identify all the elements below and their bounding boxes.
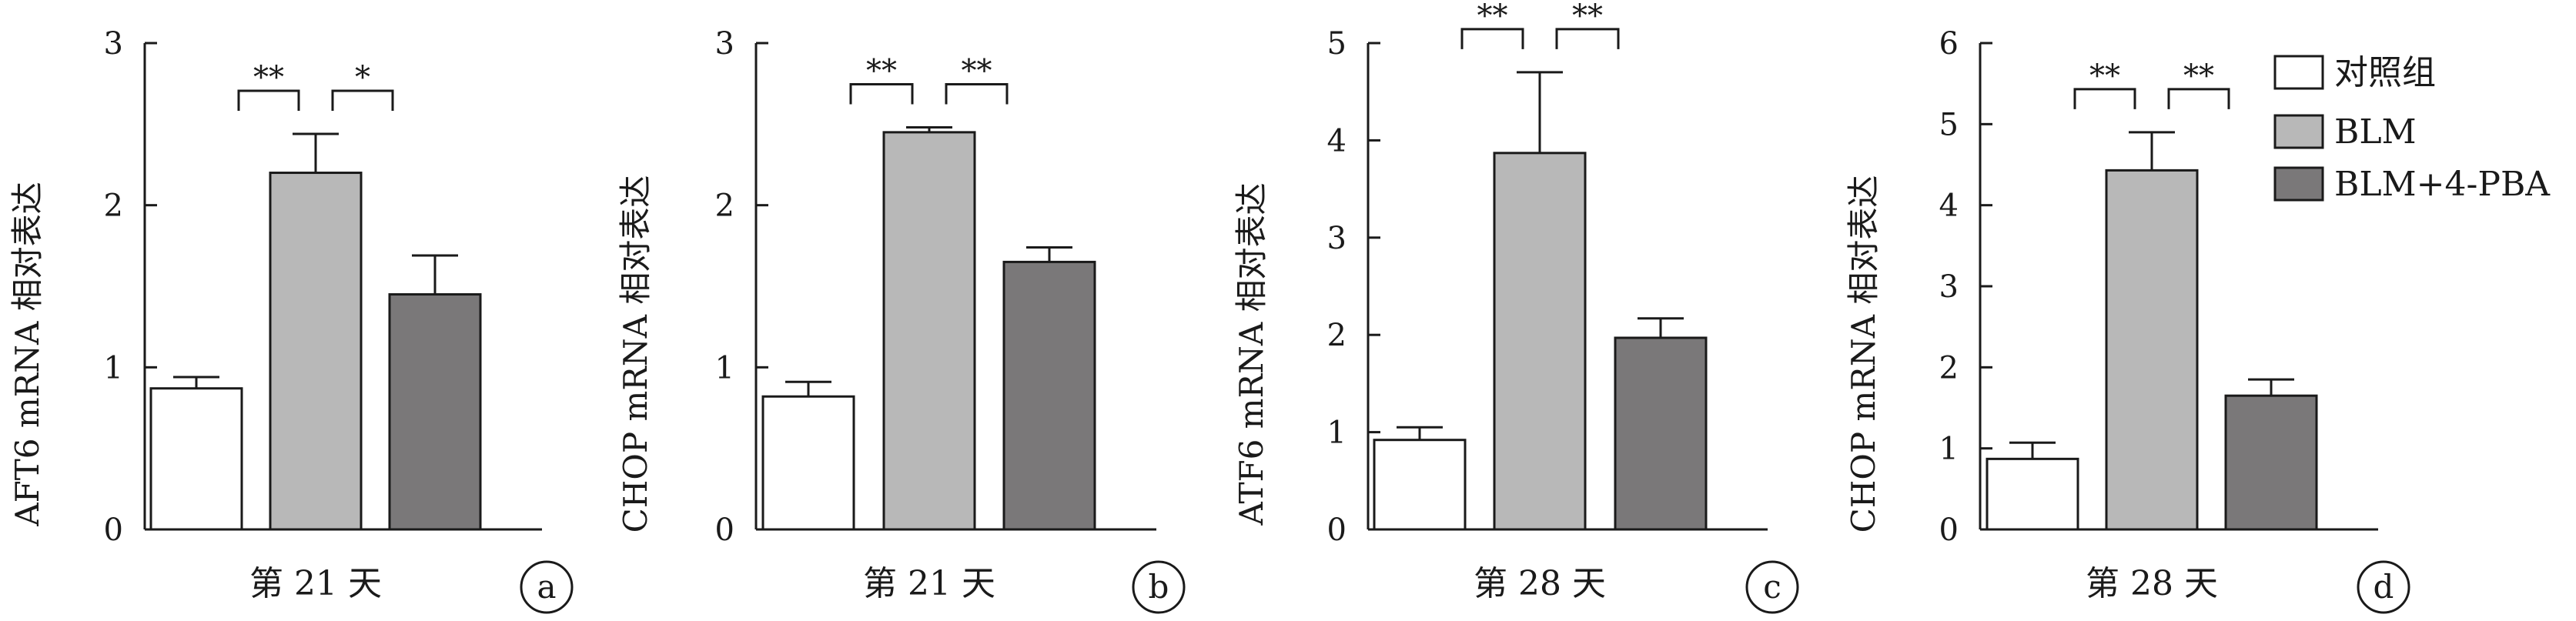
y-axis-label: CHOP mRNA 相对表达 — [617, 175, 654, 533]
bar-2 — [1002, 260, 1096, 531]
panel-label-circle — [520, 560, 574, 614]
bar-0 — [1373, 439, 1467, 531]
significance-bracket — [331, 89, 394, 111]
bar-0 — [761, 395, 855, 531]
legend-label-1: BLM — [2334, 112, 2417, 152]
y-tick-label: 1 — [1327, 416, 1347, 451]
y-axis-label: AFT6 mRNA 相对表达 — [8, 182, 46, 526]
y-axis-label: ATF6 mRNA 相对表达 — [1233, 182, 1270, 526]
y-tick-label: 2 — [715, 189, 734, 224]
y-tick-label: 1 — [1939, 432, 1959, 467]
significance-label: ** — [962, 54, 992, 89]
y-tick-label: 3 — [1327, 221, 1347, 256]
y-tick-label: 1 — [104, 350, 123, 386]
panel-label: c — [1763, 568, 1781, 606]
x-axis-label: 第 28 天 — [1474, 564, 1606, 603]
y-tick-label: 4 — [1327, 123, 1347, 159]
legend: 对照组 BLM BLM+4-PBA — [2273, 53, 2551, 204]
y-tick-label: 3 — [715, 26, 734, 62]
x-axis-label: 第 21 天 — [863, 564, 995, 603]
y-tick-label: 2 — [1939, 350, 1959, 386]
y-tick-label: 5 — [1327, 26, 1347, 62]
significance-label: ** — [866, 54, 897, 89]
bar-1 — [882, 131, 976, 531]
legend-label-2: BLM+4-PBA — [2334, 165, 2551, 204]
bar-0 — [149, 387, 243, 531]
bar-1 — [2105, 169, 2199, 531]
y-tick-label: 3 — [104, 26, 123, 62]
y-tick-label: 3 — [1939, 269, 1959, 305]
significance-label: ** — [2183, 58, 2214, 94]
legend-swatch-2 — [2273, 166, 2324, 202]
y-tick-label: 4 — [1939, 189, 1959, 224]
significance-bracket — [1460, 28, 1524, 49]
panel-label-circle — [1132, 560, 1186, 614]
significance-label: * — [355, 60, 370, 95]
legend-label-0: 对照组 — [2334, 53, 2436, 92]
significance-label: ** — [1572, 0, 1603, 34]
panel-label: b — [1149, 568, 1169, 606]
panel-label-circle — [2357, 560, 2410, 614]
x-axis-label: 第 21 天 — [249, 564, 382, 603]
panel-label: d — [2374, 568, 2394, 606]
y-tick-label: 2 — [104, 189, 123, 224]
significance-bracket — [849, 83, 914, 105]
panel-label-circle — [1745, 560, 1799, 614]
y-tick-label: 0 — [715, 512, 734, 548]
significance-bracket — [2073, 88, 2136, 109]
y-tick-label: 5 — [1939, 107, 1959, 142]
bar-2 — [1614, 336, 1708, 531]
significance-bracket — [1555, 28, 1620, 49]
significance-bracket — [945, 83, 1009, 105]
significance-bracket — [237, 89, 300, 111]
y-tick-label: 0 — [1327, 512, 1347, 548]
bar-0 — [1986, 457, 2079, 531]
significance-label: ** — [2089, 58, 2120, 94]
x-axis-label: 第 28 天 — [2086, 564, 2218, 603]
bar-1 — [269, 172, 363, 531]
significance-label: ** — [1477, 0, 1508, 34]
significance-bracket — [2167, 88, 2230, 109]
bar-1 — [1493, 152, 1587, 531]
legend-swatch-0 — [2273, 55, 2324, 90]
y-axis-label: CHOP mRNA 相对表达 — [1845, 175, 1882, 533]
y-tick-label: 0 — [1939, 512, 1959, 548]
significance-label: ** — [253, 60, 284, 95]
bar-2 — [2224, 394, 2318, 531]
y-tick-label: 2 — [1327, 318, 1347, 353]
panel-label: a — [537, 568, 556, 606]
legend-swatch-1 — [2273, 114, 2324, 149]
bar-2 — [388, 293, 482, 531]
y-tick-label: 6 — [1939, 26, 1959, 62]
y-tick-label: 0 — [104, 512, 123, 548]
y-tick-label: 1 — [715, 350, 734, 386]
